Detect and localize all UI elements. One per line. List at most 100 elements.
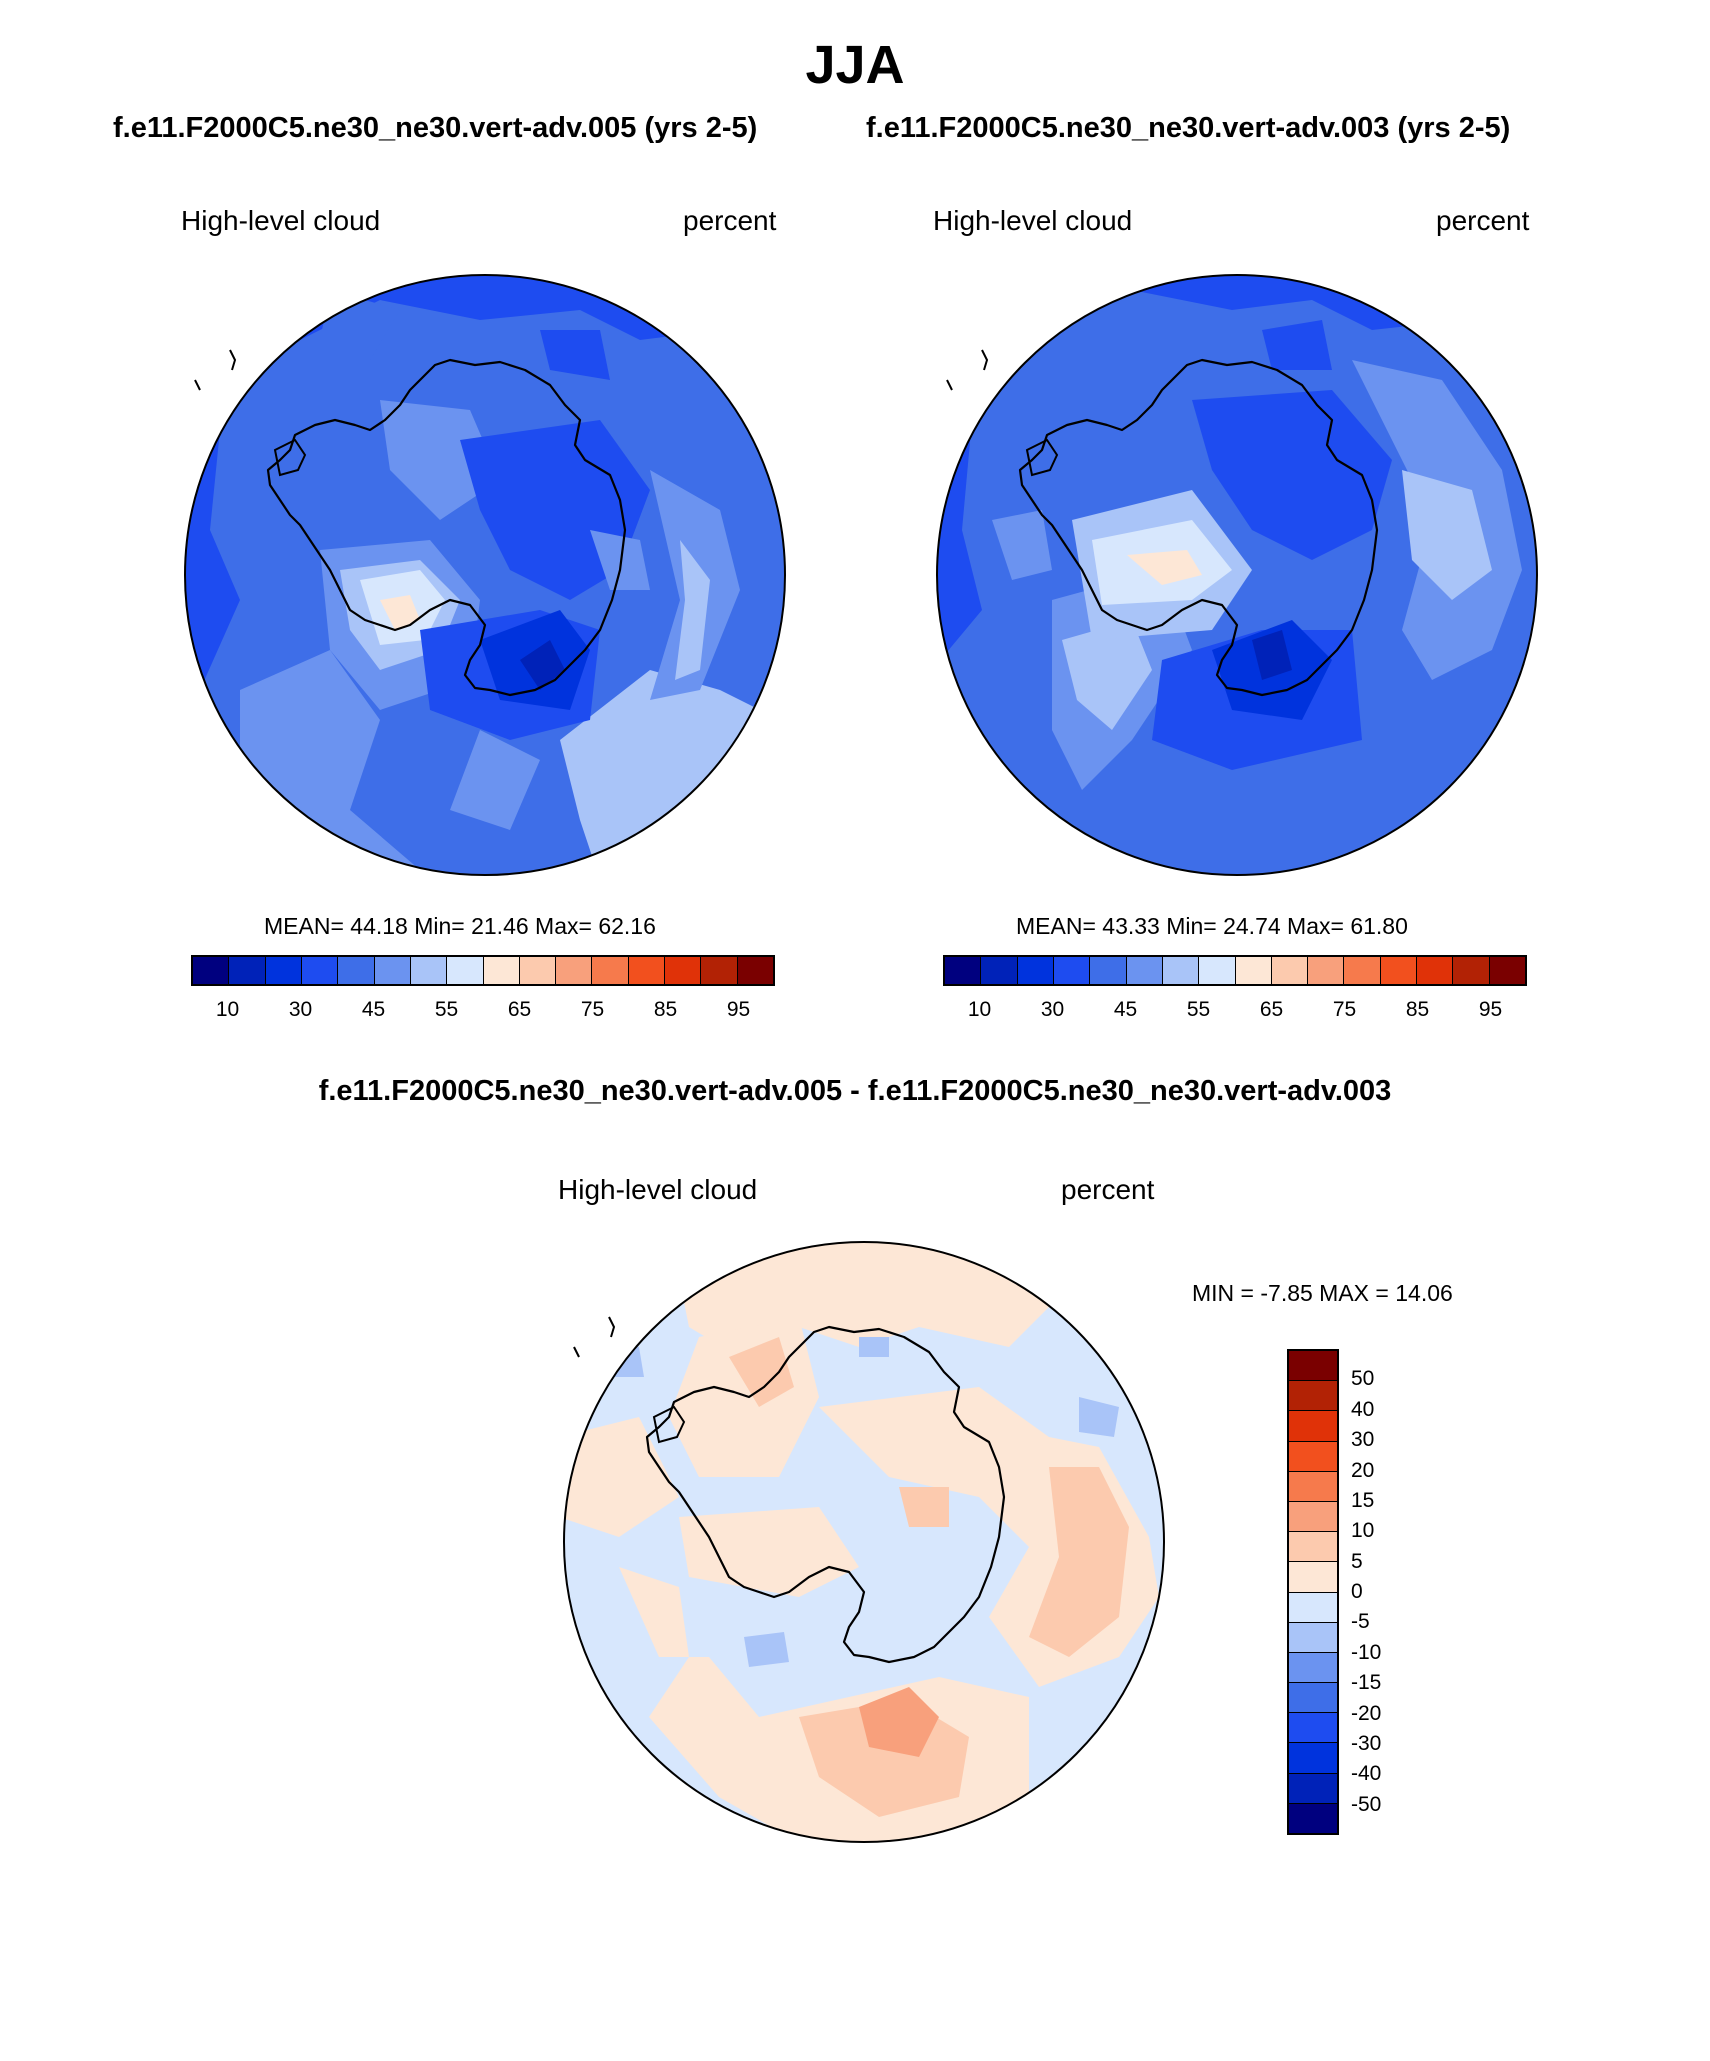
right-panel-colorbar-box [1053,957,1091,984]
difference-panel-colorbar-box [1289,1652,1337,1684]
difference-panel-colorbar-tick-label: 30 [1351,1428,1375,1452]
right-polar-map [936,274,1538,876]
right-panel-colorbar-box [1090,957,1127,984]
right-panel-run-title: f.e11.F2000C5.ne30_ne30.vert-adv.003 (yr… [866,112,1511,144]
left-panel-colorbar-box [737,957,773,984]
right-panel-colorbar-tick-label: 55 [1186,998,1211,1021]
difference-panel-colorbar-tick-label: 40 [1351,1397,1375,1421]
left-panel-stats: MEAN= 44.18 Min= 21.46 Max= 62.16 [264,913,656,939]
difference-panel-colorbar-box [1289,1441,1337,1472]
difference-panel-colorbar-box [1289,1381,1337,1412]
left-panel-colorbar-box [483,957,520,984]
left-panel-colorbar-tick-label: 30 [288,998,313,1021]
left-panel-colorbar-box [265,957,302,984]
difference-panel-colorbar-box [1289,1411,1337,1442]
left-panel-colorbar-box [701,957,738,984]
right-panel-units-label: percent [1436,205,1530,236]
left-panel-colorbar-box [519,957,557,984]
left-panel-colorbar-box [556,957,593,984]
right-panel-colorbar-box [1308,957,1345,984]
right-panel-colorbar [943,955,1527,986]
difference-panel-colorbar-tick-label: 15 [1351,1488,1375,1512]
left-panel-colorbar-box [410,957,448,984]
difference-panel-colorbar-box [1289,1773,1337,1804]
right-panel-colorbar-box [1380,957,1418,984]
difference-panel-units-label: percent [1061,1174,1155,1205]
difference-panel-colorbar-tick-label: -5 [1351,1610,1370,1634]
right-panel-colorbar-box [1271,957,1309,984]
left-panel-colorbar-box [447,957,484,984]
right-panel-colorbar-tick-label: 30 [1040,998,1065,1021]
difference-panel-colorbar-tick-label: 20 [1351,1458,1375,1482]
right-panel-stats: MEAN= 43.33 Min= 24.74 Max= 61.80 [1016,913,1408,939]
left-panel-colorbar [191,955,775,986]
difference-panel-variable-label: High-level cloud [558,1174,758,1205]
left-panel-colorbar-tick-label: 85 [653,998,678,1021]
difference-panel-colorbar-box [1289,1471,1337,1502]
right-panel-colorbar-box [1162,957,1200,984]
left-panel-colorbar-tick-label: 45 [361,998,386,1021]
difference-panel-colorbar-box [1289,1743,1337,1774]
difference-panel-colorbar-tick-label: -40 [1351,1762,1382,1786]
difference-panel-colorbar-tick-label: 10 [1351,1519,1375,1543]
difference-panel-colorbar-box [1289,1713,1337,1744]
left-panel-colorbar-tick-label: 65 [507,998,532,1021]
difference-panel-colorbar-box [1289,1501,1337,1533]
right-panel-colorbar-tick-label: 65 [1259,998,1284,1021]
left-panel-colorbar-tick-label: 55 [434,998,459,1021]
right-panel-colorbar-box [1453,957,1490,984]
right-panel-colorbar-tick-label: 10 [967,998,992,1021]
map-boundary [936,274,1538,876]
left-panel-colorbar-box [592,957,629,984]
difference-panel-colorbar-box [1289,1592,1337,1623]
left-panel-colorbar-tick-label: 75 [580,998,605,1021]
difference-panel-colorbar-tick-label: -50 [1351,1792,1382,1816]
right-panel-colorbar-box [981,957,1018,984]
left-panel-colorbar-box [338,957,375,984]
difference-panel-colorbar-box [1289,1803,1337,1833]
difference-panel-stats: MIN = -7.85 MAX = 14.06 [1192,1280,1453,1306]
right-panel-colorbar-box [1017,957,1054,984]
right-panel-colorbar-box [1199,957,1236,984]
left-panel-colorbar-box [665,957,702,984]
left-panel-colorbar-box [301,957,339,984]
difference-panel-colorbar-tick-label: -15 [1351,1671,1382,1695]
right-panel-colorbar-box [1344,957,1381,984]
right-panel-colorbar-box [1126,957,1163,984]
right-panel-colorbar-tick-label: 75 [1332,998,1357,1021]
difference-panel-colorbar-tick-label: 0 [1351,1580,1363,1603]
right-panel-colorbar-box [945,957,982,984]
right-panel-colorbar-box [1417,957,1454,984]
left-panel-units-label: percent [683,205,777,236]
difference-panel-colorbar-box [1289,1351,1337,1382]
difference-panel-colorbar-box [1289,1622,1337,1653]
left-polar-map [184,274,786,876]
map-boundary [563,1241,1165,1843]
difference-panel-colorbar-box [1289,1683,1337,1714]
difference-panel-colorbar-box [1289,1532,1337,1563]
right-panel-colorbar-box [1489,957,1525,984]
right-panel-variable-label: High-level cloud [933,205,1133,236]
difference-panel-colorbar-tick-label: 5 [1351,1549,1363,1573]
difference-panel-colorbar-tick-label: -30 [1351,1731,1382,1755]
right-panel-colorbar-box [1235,957,1272,984]
difference-panel-title: f.e11.F2000C5.ne30_ne30.vert-adv.005 - f… [318,1075,1392,1107]
left-panel-colorbar-box [374,957,411,984]
difference-panel-colorbar-tick-label: 50 [1351,1367,1375,1391]
left-panel-variable-label: High-level cloud [181,205,381,236]
left-panel-run-title: f.e11.F2000C5.ne30_ne30.vert-adv.005 (yr… [113,112,758,144]
left-panel-colorbar-box [193,957,230,984]
right-panel-colorbar-tick-label: 45 [1113,998,1138,1021]
difference-panel-colorbar-box [1289,1562,1337,1593]
difference-polar-map [563,1241,1165,1843]
left-panel-colorbar-box [229,957,266,984]
left-panel-colorbar-tick-label: 95 [726,998,751,1021]
right-panel-colorbar-tick-label: 95 [1478,998,1503,1021]
figure-title: JJA [805,35,905,95]
difference-panel-colorbar-tick-label: -10 [1351,1640,1382,1664]
left-panel-colorbar-tick-label: 10 [215,998,240,1021]
left-panel-colorbar-box [628,957,666,984]
difference-panel-colorbar-tick-label: -20 [1351,1701,1382,1725]
map-boundary [184,274,786,876]
right-panel-colorbar-tick-label: 85 [1405,998,1430,1021]
